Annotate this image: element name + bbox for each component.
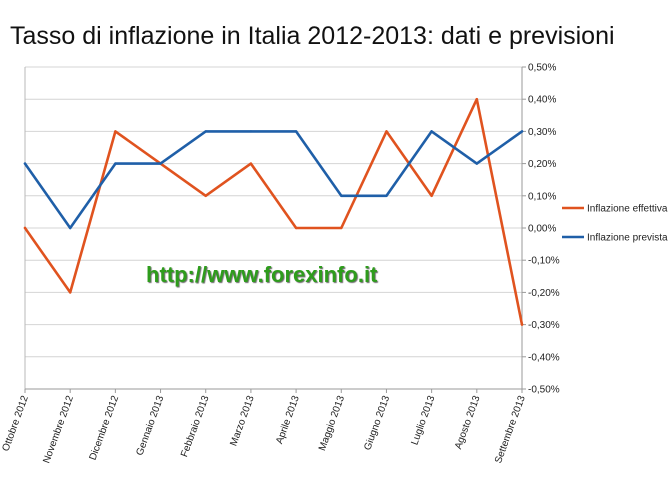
data-point: [159, 162, 162, 165]
data-point: [520, 130, 524, 133]
data-point: [249, 130, 253, 133]
y-tick-label: -0,40%: [528, 352, 560, 363]
series-line-2: [23, 130, 524, 230]
y-tick-label: 0,30%: [528, 127, 556, 138]
x-tick-label: Luglio 2013: [409, 394, 437, 447]
x-tick-label: Settembre 2013: [493, 394, 528, 465]
x-tick-label: Maggio 2013: [317, 394, 347, 453]
x-tick-label: Novembre 2012: [41, 394, 76, 465]
y-tick-label: -0,20%: [528, 288, 560, 299]
y-tick-label: -0,30%: [528, 320, 560, 331]
data-point: [204, 130, 207, 133]
y-tick-label: 0,00%: [528, 224, 556, 235]
y-tick-label: 0,40%: [528, 95, 556, 106]
series-lines: [23, 97, 524, 326]
data-point: [249, 162, 253, 165]
data-point: [204, 194, 207, 197]
x-tick-label: Agosto 2013: [453, 394, 483, 451]
data-point: [68, 226, 72, 230]
y-tick-label: -0,50%: [528, 385, 560, 396]
data-point: [430, 130, 433, 133]
data-point: [340, 226, 343, 230]
y-tick-label: -0,10%: [528, 256, 560, 267]
data-point: [520, 323, 524, 326]
y-tick-label: 0,20%: [528, 159, 556, 170]
legend: Inflazione effettiva Inflazione prevista: [562, 204, 668, 244]
chart-title: Tasso di inflazione in Italia 2012-2013:…: [10, 22, 615, 50]
x-tick-label: Dicembre 2012: [88, 394, 122, 462]
data-point: [475, 162, 479, 165]
legend-label: Inflazione prevista: [587, 233, 668, 244]
data-point: [68, 291, 72, 294]
x-tick-label: Giugno 2013: [362, 394, 392, 452]
data-point: [430, 194, 433, 197]
data-point: [294, 226, 298, 230]
legend-label: Inflazione effettiva: [587, 204, 668, 215]
x-tick-label: Gennaio 2013: [135, 394, 167, 457]
data-point: [385, 130, 388, 133]
y-tick-label: 0,10%: [528, 191, 556, 202]
y-tick-label: 0,50%: [528, 63, 556, 74]
series-line-1: [23, 97, 524, 326]
x-tick-label: Marzo 2013: [228, 394, 257, 448]
watermark-url: http://www.forexinfo.it: [146, 262, 378, 287]
y-axis: 0,50% 0,40% 0,30% 0,20% 0,10% 0,00% -0,10% -0,2…: [521, 63, 560, 396]
data-point: [23, 162, 27, 165]
data-point: [385, 194, 388, 197]
data-point: [114, 130, 117, 133]
data-point: [340, 194, 343, 197]
x-tick-label: Aprile 2013: [274, 394, 302, 446]
data-point: [294, 130, 298, 133]
data-point: [114, 162, 117, 165]
x-tick-label: Febbraio 2013: [179, 394, 212, 459]
gridlines: [24, 66, 522, 390]
x-tick-label: Ottobre 2012: [1, 394, 31, 453]
data-point: [23, 226, 27, 230]
x-axis: Ottobre 2012 Novembre 2012 Dicembre 2012 Ge…: [1, 388, 528, 465]
data-point: [475, 98, 479, 101]
